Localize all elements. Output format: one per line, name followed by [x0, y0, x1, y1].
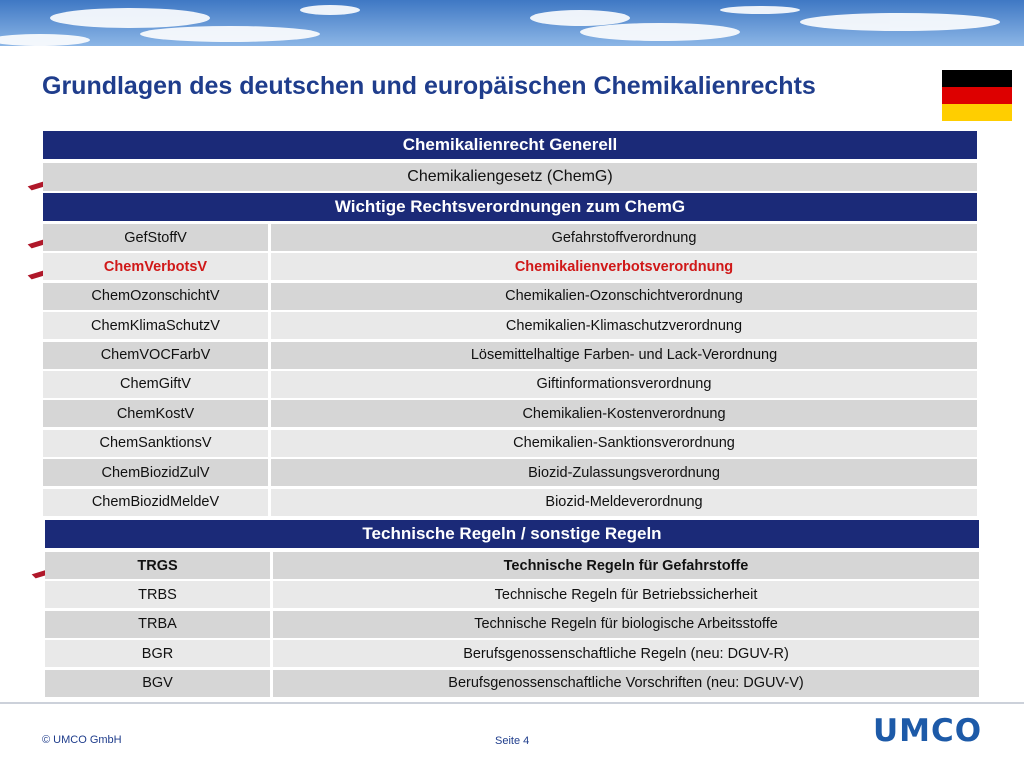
- title: Grundlagen des deutschen und europäische…: [42, 72, 816, 100]
- table-row: TRBS Technische Regeln für Betriebssicher…: [45, 581, 979, 609]
- logo: UMCO: [873, 713, 983, 749]
- abbreviation: ChemBiozidZulV: [43, 459, 268, 487]
- regulation-table: GefStoffV Gefahrstoffverordnung ChemVerbot…: [43, 224, 977, 516]
- table-row: ChemBiozidZulV Biozid-Zulassungsverordnun…: [43, 459, 977, 487]
- table-row: ChemVOCFarbV Lösemittelhaltige Farben- un…: [43, 341, 977, 369]
- table-row: ChemKlimaSchutzV Chemikalien-Klimaschutzv…: [43, 312, 977, 340]
- table-row: ChemBiozidMeldeV Biozid-Meldeverordnung: [43, 488, 977, 516]
- flag: [942, 70, 1012, 121]
- table-row: TRBA Technische Regeln für biologische Ar…: [45, 610, 979, 638]
- table-row: ChemKostV Chemikalien-Kostenverordnung: [43, 400, 977, 428]
- abbreviation: ChemBiozidMeldeV: [43, 488, 268, 516]
- full-name: Biozid-Meldeverordnung: [271, 488, 977, 516]
- section-heading: Wichtige Rechtsverordnungen zum ChemG: [43, 193, 977, 221]
- abbreviation: ChemGiftV: [43, 370, 268, 398]
- abbreviation: GefStoffV: [43, 224, 268, 251]
- full-name: Chemikalienverbotsverordnung: [271, 253, 977, 281]
- table-row: BGV Berufsgenossenschaftliche Vorschrifte…: [45, 669, 979, 697]
- full-name: Giftinformationsverordnung: [271, 370, 977, 398]
- abbreviation: TRBS: [45, 581, 270, 609]
- page-number: Seite 4: [495, 735, 530, 747]
- copyright: © UMCO GmbH: [42, 734, 122, 746]
- section-heading: Technische Regeln / sonstige Regeln: [45, 520, 979, 548]
- full-name: Technische Regeln für Betriebssicherheit: [273, 581, 979, 609]
- clouds: [0, 5, 1000, 46]
- abbreviation: TRBA: [45, 610, 270, 638]
- abbreviation: ChemVerbotsV: [43, 253, 268, 281]
- abbreviation: BGV: [45, 669, 270, 697]
- table-row: TRGS Technische Regeln für Gefahrstoffe: [45, 552, 979, 579]
- abbreviation: ChemKostV: [43, 400, 268, 428]
- table-row: ChemGiftV Giftinformationsverordnung: [43, 370, 977, 398]
- table-row: ChemOzonschichtV Chemikalien-Ozonschichtv…: [43, 282, 977, 310]
- table-row: GefStoffV Gefahrstoffverordnung: [43, 224, 977, 251]
- full-name: Chemikalien-Klimaschutzverordnung: [271, 312, 977, 340]
- rules-table: TRGS Technische Regeln für Gefahrstoffe TR…: [45, 552, 979, 697]
- full-name: Berufsgenossenschaftliche Vorschriften (…: [273, 669, 979, 697]
- full-name: Biozid-Zulassungsverordnung: [271, 459, 977, 487]
- abbreviation: TRGS: [45, 552, 270, 579]
- section-heading: Chemikalienrecht Generell: [43, 131, 977, 159]
- full-name: Technische Regeln für biologische Arbeit…: [273, 610, 979, 638]
- abbreviation: ChemSanktionsV: [43, 429, 268, 457]
- full-name: Chemikalien-Kostenverordnung: [271, 400, 977, 428]
- full-name: Technische Regeln für Gefahrstoffe: [273, 552, 979, 579]
- abbreviation: ChemVOCFarbV: [43, 341, 268, 369]
- table-row: ChemSanktionsV Chemikalien-Sanktionsveror…: [43, 429, 977, 457]
- full-name: Chemikalien-Ozonschichtverordnung: [271, 282, 977, 310]
- table-row: ChemVerbotsV Chemikalienverbotsverordnung: [43, 253, 977, 281]
- abbreviation: BGR: [45, 640, 270, 668]
- full-name: Berufsgenossenschaftliche Regeln (neu: D…: [273, 640, 979, 668]
- full-name: Chemikalien-Sanktionsverordnung: [271, 429, 977, 457]
- table-row: BGR Berufsgenossenschaftliche Regeln (neu…: [45, 640, 979, 668]
- abbreviation: ChemOzonschichtV: [43, 282, 268, 310]
- abbreviation: ChemKlimaSchutzV: [43, 312, 268, 340]
- law-row: Chemikaliengesetz (ChemG): [43, 163, 977, 191]
- full-name: Gefahrstoffverordnung: [271, 224, 977, 251]
- full-name: Lösemittelhaltige Farben- und Lack-Veror…: [271, 341, 977, 369]
